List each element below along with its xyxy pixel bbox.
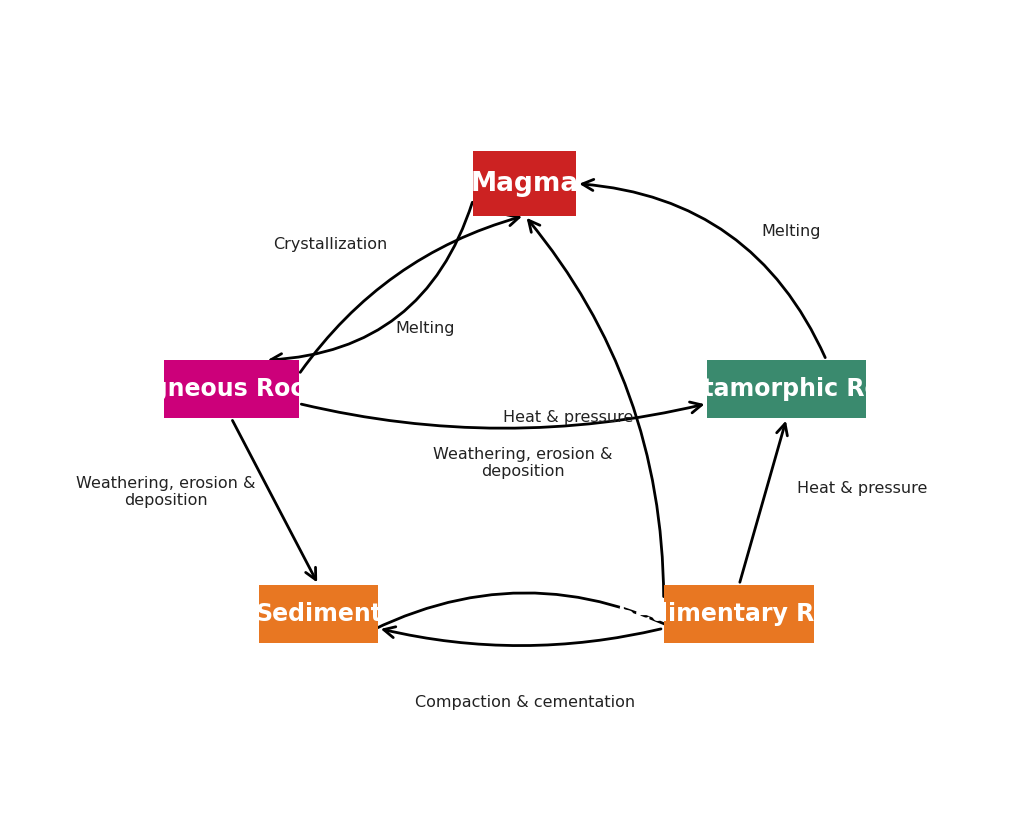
Text: Weathering, erosion &
deposition: Weathering, erosion & deposition bbox=[433, 447, 613, 479]
Text: Crystallization: Crystallization bbox=[273, 237, 387, 252]
Text: Metamorphic Rock: Metamorphic Rock bbox=[663, 377, 910, 401]
Text: Compaction & cementation: Compaction & cementation bbox=[415, 695, 635, 710]
Text: Heat & pressure: Heat & pressure bbox=[797, 481, 928, 496]
Text: Sediment: Sediment bbox=[255, 602, 382, 626]
FancyBboxPatch shape bbox=[164, 360, 299, 418]
FancyBboxPatch shape bbox=[664, 585, 814, 643]
Text: Weathering, erosion &
deposition: Weathering, erosion & deposition bbox=[77, 475, 256, 508]
Text: Melting: Melting bbox=[396, 320, 456, 335]
Text: Magma: Magma bbox=[471, 171, 579, 197]
Text: Melting: Melting bbox=[761, 224, 820, 239]
FancyBboxPatch shape bbox=[473, 152, 577, 216]
Text: Sedimentary Rock: Sedimentary Rock bbox=[617, 602, 860, 626]
FancyBboxPatch shape bbox=[259, 585, 378, 643]
Text: Heat & pressure: Heat & pressure bbox=[503, 410, 634, 425]
FancyBboxPatch shape bbox=[708, 360, 866, 418]
Text: Igneous Rock: Igneous Rock bbox=[142, 377, 321, 401]
